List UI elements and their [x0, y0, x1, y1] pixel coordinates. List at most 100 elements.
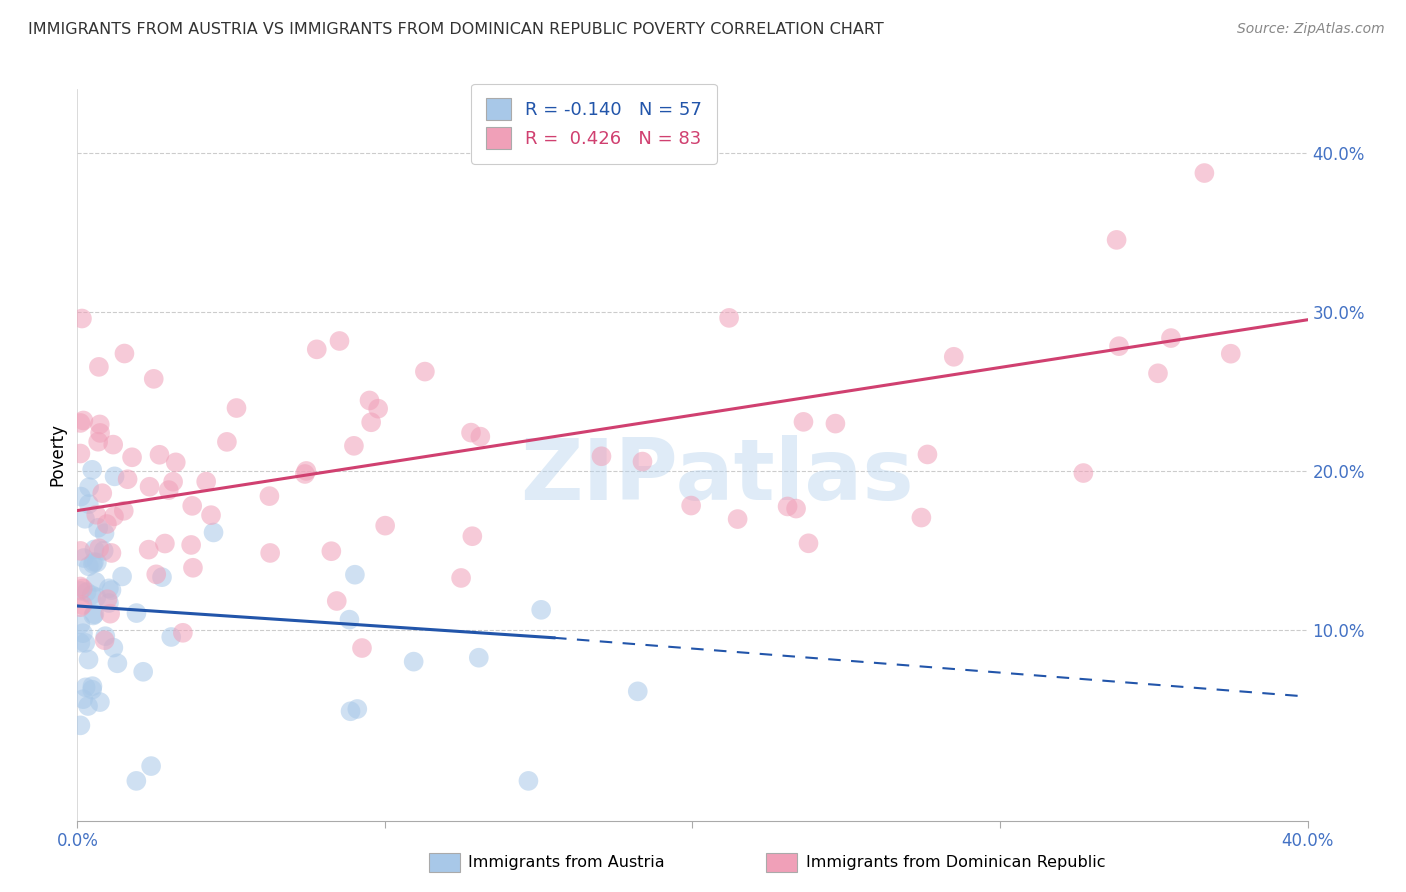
- Point: [785, 501, 807, 516]
- Point: [80, 588, 103, 602]
- Point: [343, 567, 366, 582]
- Point: [339, 613, 361, 627]
- Point: [77, 698, 100, 713]
- Point: [103, 469, 125, 483]
- Point: [76, 585, 98, 599]
- Point: [359, 393, 381, 408]
- Point: [157, 483, 180, 497]
- Point: [73, 551, 96, 566]
- Point: [103, 437, 125, 451]
- Point: [132, 665, 155, 679]
- Point: [374, 518, 396, 533]
- Point: [69, 544, 91, 558]
- Point: [87, 434, 110, 449]
- Point: [72, 692, 94, 706]
- Point: [93, 543, 115, 558]
- Point: [83, 555, 105, 569]
- Point: [1147, 366, 1170, 380]
- Text: ZIPatlas: ZIPatlas: [520, 435, 914, 518]
- Point: [70, 311, 93, 326]
- Point: [530, 603, 553, 617]
- Point: [82, 557, 104, 571]
- Point: [89, 417, 111, 432]
- Text: Source: ZipAtlas.com: Source: ZipAtlas.com: [1237, 22, 1385, 37]
- Point: [295, 464, 318, 478]
- Point: [125, 773, 148, 788]
- Point: [69, 579, 91, 593]
- Point: [69, 617, 91, 632]
- Point: [180, 538, 202, 552]
- Point: [138, 542, 160, 557]
- Point: [165, 455, 187, 469]
- Point: [367, 401, 389, 416]
- Point: [148, 448, 170, 462]
- Point: [631, 454, 654, 468]
- Point: [162, 475, 184, 489]
- Point: [112, 504, 135, 518]
- Point: [82, 679, 104, 693]
- Point: [681, 499, 703, 513]
- Point: [718, 310, 741, 325]
- Point: [86, 556, 108, 570]
- Point: [72, 582, 94, 596]
- Point: [70, 490, 93, 504]
- Point: [195, 475, 218, 489]
- Point: [470, 429, 492, 443]
- Point: [942, 350, 965, 364]
- Point: [326, 594, 349, 608]
- Point: [89, 541, 111, 556]
- Point: [150, 570, 173, 584]
- Point: [72, 413, 94, 427]
- Point: [910, 510, 932, 524]
- Point: [450, 571, 472, 585]
- Point: [460, 425, 482, 440]
- Point: [93, 633, 115, 648]
- Point: [305, 343, 328, 357]
- Point: [294, 467, 316, 481]
- Point: [105, 657, 128, 671]
- Point: [121, 450, 143, 465]
- Point: [69, 416, 91, 430]
- Point: [350, 640, 373, 655]
- Point: [225, 401, 247, 415]
- Point: [727, 512, 749, 526]
- Point: [100, 546, 122, 560]
- Point: [824, 417, 846, 431]
- Point: [82, 463, 104, 477]
- Point: [114, 346, 136, 360]
- Point: [82, 682, 104, 697]
- Point: [77, 497, 100, 511]
- Point: [72, 598, 94, 612]
- Point: [339, 704, 361, 718]
- Point: [97, 582, 120, 596]
- Point: [75, 681, 97, 695]
- Point: [461, 529, 484, 543]
- Point: [83, 607, 105, 622]
- Point: [87, 521, 110, 535]
- Point: [125, 606, 148, 620]
- Point: [346, 702, 368, 716]
- Point: [145, 567, 167, 582]
- Point: [142, 372, 165, 386]
- Point: [139, 759, 162, 773]
- Y-axis label: Poverty: Poverty: [48, 424, 66, 486]
- Point: [111, 569, 134, 583]
- Point: [360, 415, 382, 429]
- Point: [200, 508, 222, 523]
- Point: [172, 625, 194, 640]
- Point: [69, 446, 91, 460]
- Point: [1105, 233, 1128, 247]
- Point: [103, 640, 125, 655]
- Point: [160, 630, 183, 644]
- Point: [202, 525, 225, 540]
- Text: IMMIGRANTS FROM AUSTRIA VS IMMIGRANTS FROM DOMINICAN REPUBLIC POVERTY CORRELATIO: IMMIGRANTS FROM AUSTRIA VS IMMIGRANTS FR…: [28, 22, 884, 37]
- Point: [153, 536, 176, 550]
- Point: [69, 583, 91, 598]
- Point: [77, 559, 100, 574]
- Legend: R = -0.140   N = 57, R =  0.426   N = 83: R = -0.140 N = 57, R = 0.426 N = 83: [471, 84, 717, 164]
- Point: [1108, 339, 1130, 353]
- Point: [69, 718, 91, 732]
- Point: [100, 583, 122, 598]
- Point: [84, 574, 107, 589]
- Point: [181, 561, 204, 575]
